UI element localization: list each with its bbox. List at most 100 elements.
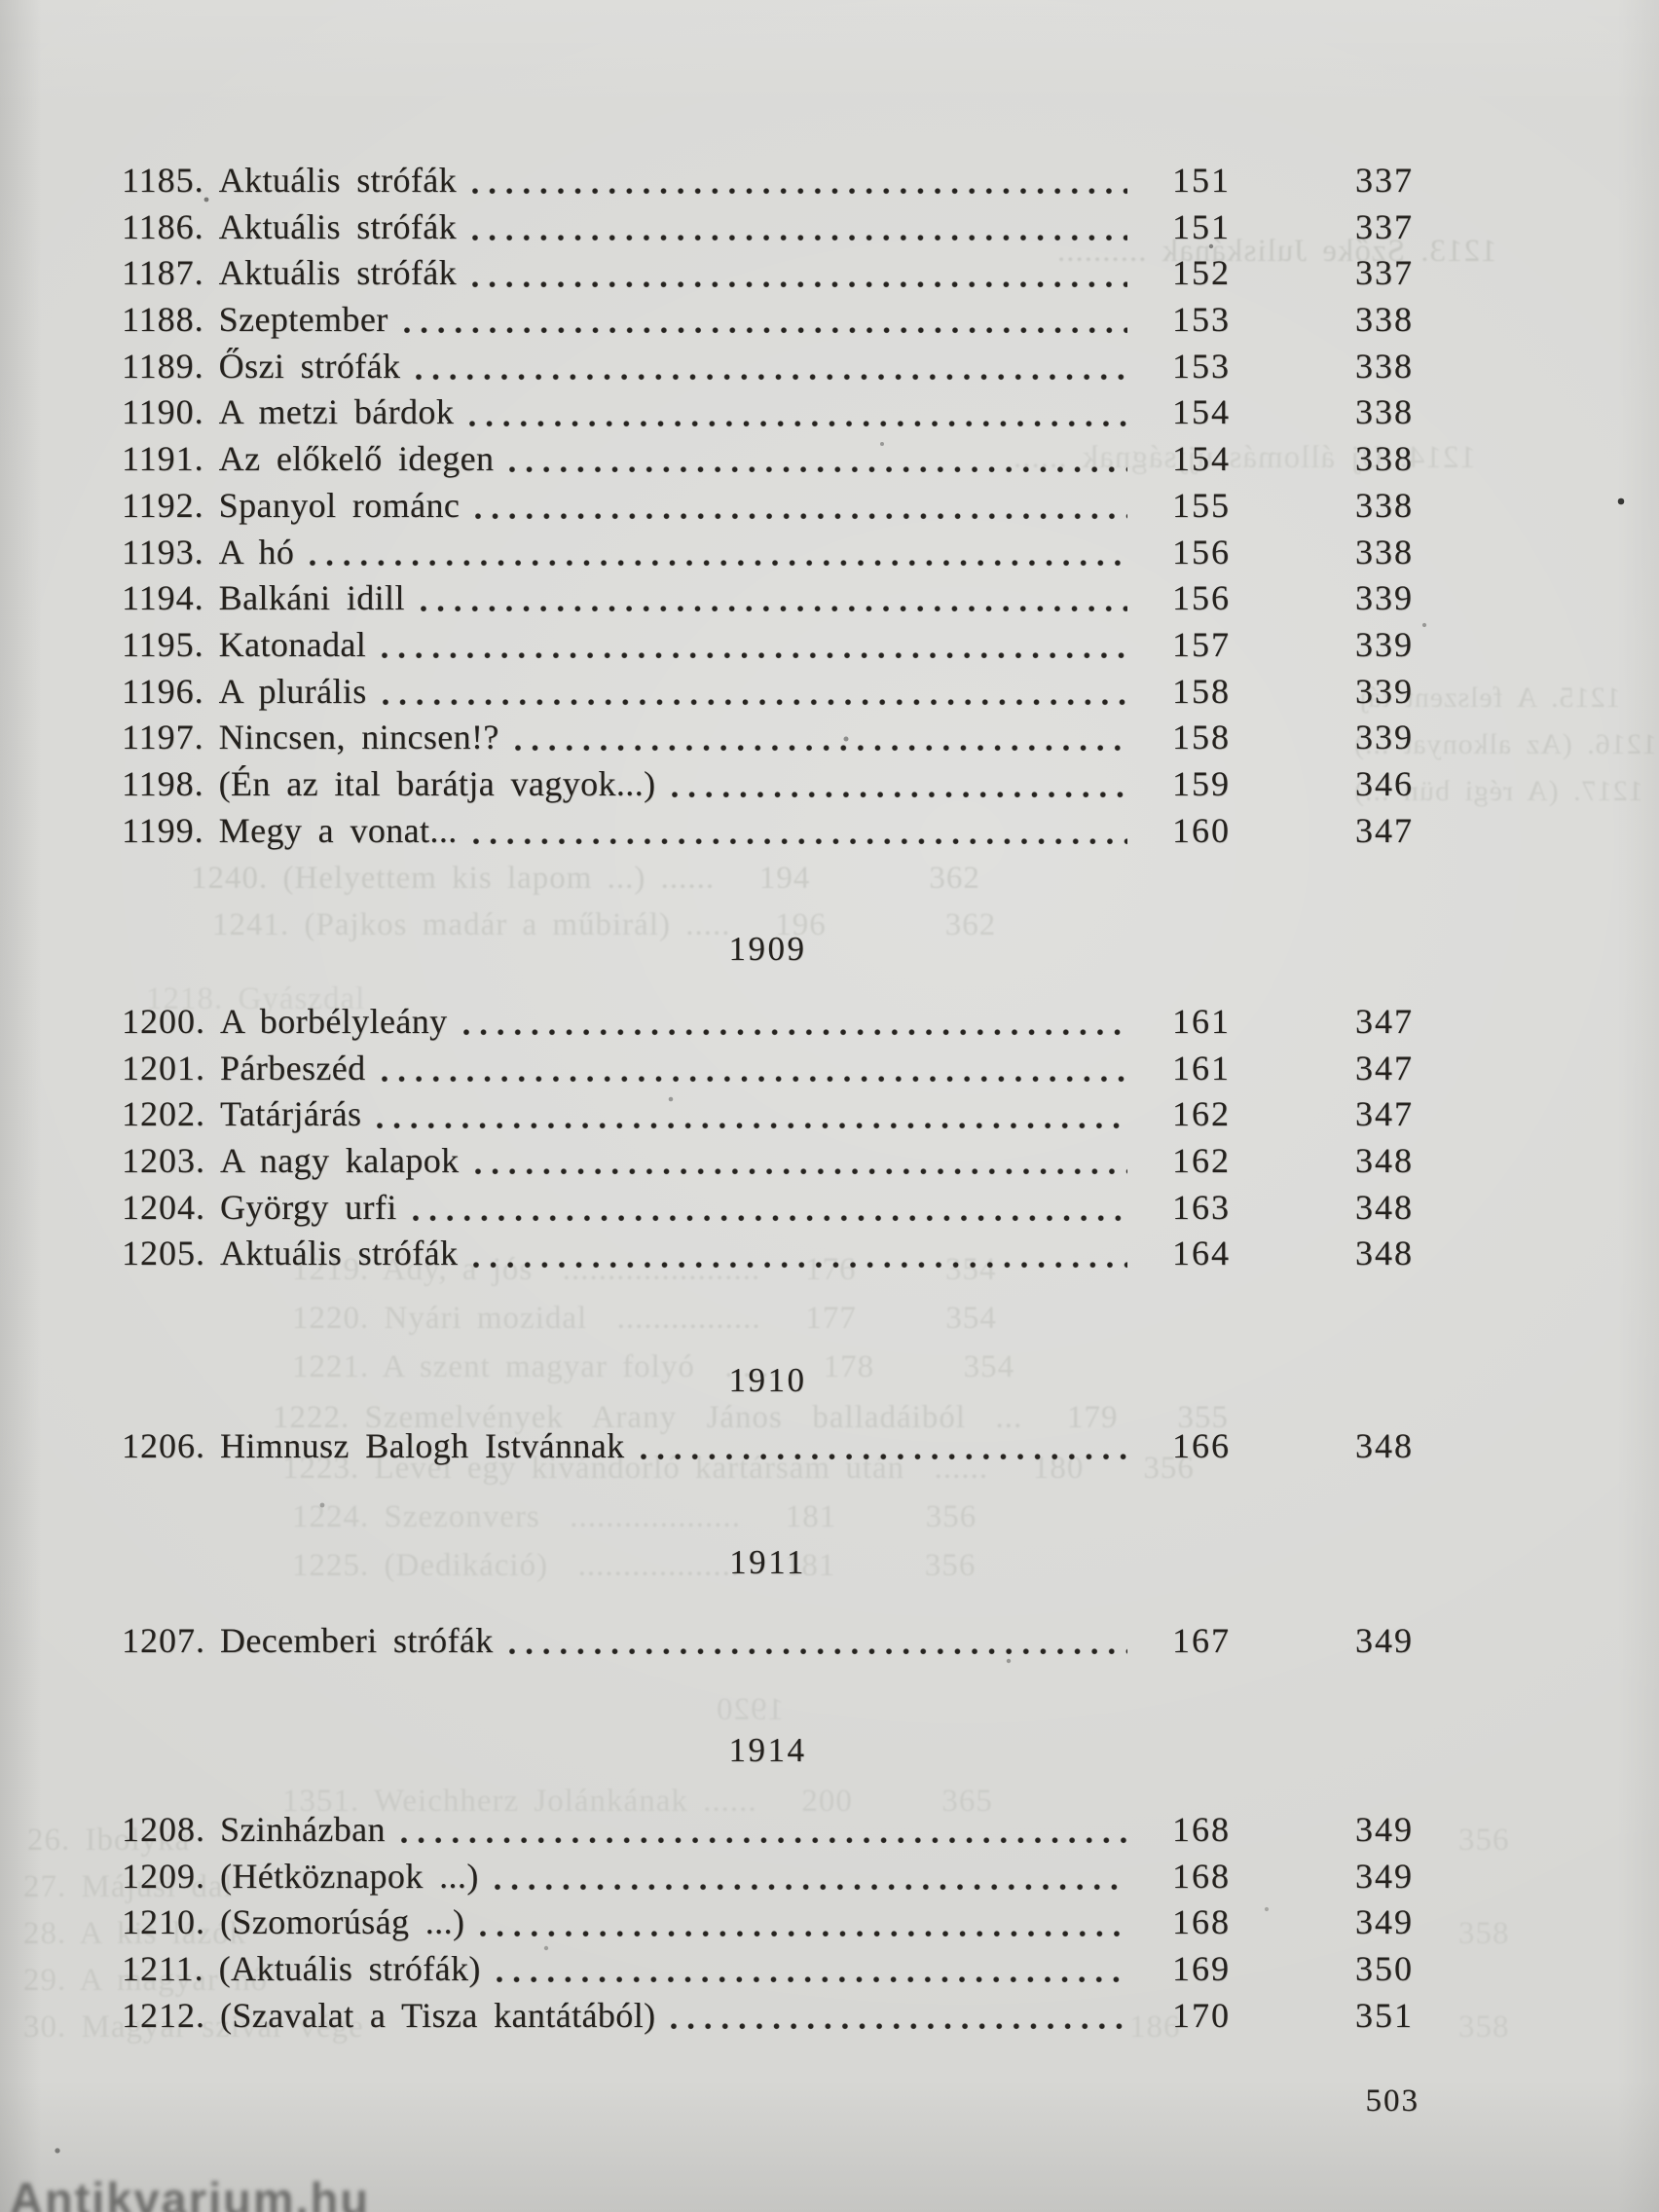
entry-notes-page: 339: [1355, 578, 1414, 618]
toc-entry: 1211. (Aktuális strófák) 169 350: [122, 1946, 1414, 1993]
dot-leader: [382, 698, 1127, 707]
toc-section: 1208. Szinházban 168 349 1209. (Hétköznapok .…: [122, 1807, 1414, 2039]
year-header: 1914: [728, 1731, 807, 1769]
entry-number: 1203.: [122, 1141, 205, 1181]
entry-title: Párbeszéd: [220, 1048, 366, 1088]
entry-number: 1189.: [122, 346, 204, 386]
toc-entry: 1196. A plurális 158 339: [122, 669, 1414, 716]
bleedthrough-text: 1219. Ady, a jós ...................... …: [292, 1252, 997, 1287]
entry-page: 154: [1172, 392, 1231, 432]
toc-entry: 1209. (Hétköznapok ...) 168 349: [122, 1854, 1414, 1900]
bleedthrough-text: 358: [1458, 2009, 1510, 2045]
entry-page: 156: [1172, 578, 1231, 618]
entry-page: 154: [1172, 439, 1231, 479]
dot-leader: [496, 1975, 1127, 1984]
entry-page: 153: [1172, 346, 1231, 386]
entry-number: 1192.: [122, 485, 204, 525]
year-header: 1910: [728, 1361, 807, 1399]
bleedthrough-text: 1222. Szemelvények Arany János balladáib…: [273, 1400, 1230, 1435]
dot-leader: [480, 1930, 1127, 1938]
entry-number: 1205.: [122, 1234, 205, 1273]
dot-leader: [473, 1261, 1127, 1270]
dot-leader: [420, 605, 1127, 613]
entry-number: 1204.: [122, 1187, 205, 1227]
bleedthrough-text: 30. Magyar szivar vége: [23, 2009, 364, 2045]
entry-notes-page: 349: [1355, 1621, 1414, 1660]
entry-notes-page: 349: [1355, 1856, 1414, 1896]
entry-notes-page: 338: [1355, 300, 1414, 340]
dot-leader: [671, 2022, 1127, 2031]
dot-leader: [494, 1883, 1127, 1892]
entry-notes-page: 349: [1355, 1810, 1414, 1849]
toc-entry: 1207. Decemberi strófák 167 349: [122, 1618, 1414, 1665]
entry-page: 168: [1172, 1856, 1231, 1896]
dot-leader: [462, 1028, 1127, 1037]
bleedthrough-text: 1225. (Dedikáció) .................. 181…: [292, 1548, 977, 1583]
entry-number: 1212.: [122, 1995, 205, 2035]
entry-page: 151: [1172, 206, 1231, 246]
entry-notes-page: 349: [1355, 1902, 1414, 1942]
toc-entry: 1187. Aktuális strófák 152 337: [122, 250, 1414, 297]
toc-entry: 1200. A borbélyleány 161 347: [122, 999, 1414, 1046]
dot-leader: [400, 1836, 1127, 1845]
entry-notes-page: 339: [1355, 671, 1414, 711]
entry-title: Őszi strófák: [218, 346, 401, 386]
entry-page: 151: [1172, 161, 1231, 200]
entry-title: (Hétköznapok ...): [220, 1856, 479, 1896]
entry-number: 1187.: [122, 253, 204, 293]
entry-title: Az előkelő idegen: [218, 439, 495, 479]
bleedthrough-text: 1218. Gyászdal: [146, 981, 366, 1016]
entry-title: (Szavalat a Tisza kantátából): [220, 1995, 656, 2035]
bleedthrough-text: 27. Májusi dal: [23, 1869, 234, 1904]
bleedthrough-text: 29. A magyar nő: [23, 1963, 269, 1998]
entry-title: Aktuális strófák: [218, 206, 458, 246]
bleedthrough-text: 1224. Szezonvers ................... 181…: [292, 1499, 977, 1534]
entry-notes-page: 337: [1355, 253, 1414, 293]
entry-number: 1190.: [122, 392, 204, 432]
entry-notes-page: 346: [1355, 763, 1414, 803]
toc-entry: 1197. Nincsen, nincsen!? 158 339: [122, 715, 1414, 761]
entry-title: Katonadal: [218, 624, 367, 664]
entry-title: Balkáni idill: [218, 578, 405, 618]
toc-entry: 1199. Megy a vonat... 160 347: [122, 808, 1414, 855]
entry-title: (Én az ital barátja vagyok...): [218, 763, 656, 803]
toc-entry: 1206. Himnusz Balogh Istvánnak 166 348: [122, 1423, 1414, 1470]
entry-title: György urfi: [220, 1187, 397, 1227]
entry-page: 153: [1172, 300, 1231, 340]
entry-number: 1209.: [122, 1856, 205, 1896]
entry-number: 1200.: [122, 1002, 205, 1041]
entry-notes-page: 348: [1355, 1234, 1414, 1273]
toc-section: 1200. A borbélyleány 161 347 1201. Párbeszéd 1…: [122, 999, 1414, 1277]
entry-page: 166: [1172, 1426, 1231, 1465]
entry-page: 163: [1172, 1187, 1231, 1227]
entry-title: Tatárjárás: [220, 1094, 362, 1134]
toc-entry: 1185. Aktuális strófák 151 337: [122, 158, 1414, 204]
entry-page: 162: [1172, 1141, 1231, 1181]
toc-entry: 1190. A metzi bárdok 154 338: [122, 389, 1414, 436]
entry-page: 170: [1172, 1995, 1231, 2035]
entry-title: (Aktuális strófák): [218, 1949, 481, 1989]
entry-number: 1201.: [122, 1048, 205, 1088]
dot-leader: [475, 512, 1127, 521]
toc-section: 1207. Decemberi strófák 167 349: [122, 1618, 1414, 1665]
dot-leader: [377, 1122, 1127, 1130]
toc-entry: 1189. Őszi strófák 153 338: [122, 344, 1414, 390]
toc-entry: 1201. Párbeszéd 161 347: [122, 1046, 1414, 1092]
bleedthrough-text: 1221. A szent magyar folyó ...... 178 35…: [292, 1349, 1015, 1384]
toc-section: 1185. Aktuális strófák 151 337 1186. Aktuális…: [122, 158, 1414, 854]
toc-entry: 1203. A nagy kalapok 162 348: [122, 1138, 1414, 1185]
entry-notes-page: 337: [1355, 161, 1414, 200]
entry-number: 1202.: [122, 1094, 205, 1134]
entry-notes-page: 338: [1355, 346, 1414, 386]
entry-title: Szeptember: [218, 300, 388, 340]
entry-title: Spanyol románc: [218, 485, 461, 525]
entry-number: 1208.: [122, 1810, 205, 1849]
entry-number: 1207.: [122, 1621, 205, 1660]
entry-number: 1193.: [122, 532, 204, 571]
dot-leader: [508, 1647, 1127, 1656]
entry-notes-page: 350: [1355, 1949, 1414, 1989]
entry-notes-page: 347: [1355, 1002, 1414, 1041]
entry-notes-page: 348: [1355, 1141, 1414, 1181]
toc-entry: 1202. Tatárjárás 162 347: [122, 1091, 1414, 1138]
